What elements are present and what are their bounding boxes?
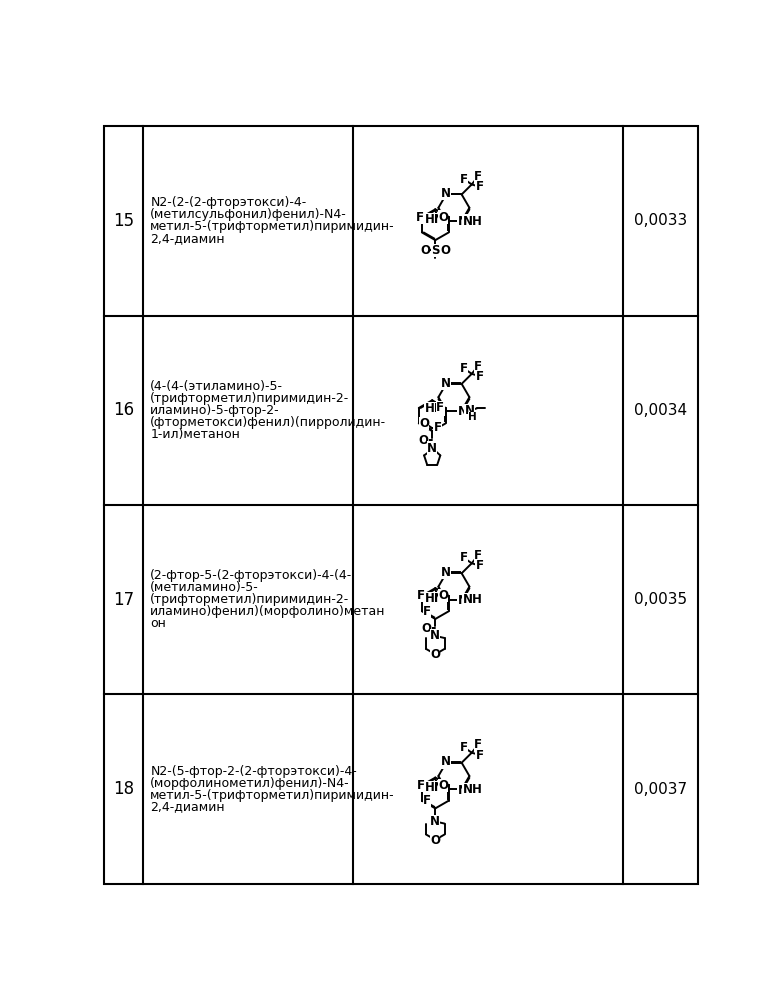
Text: 0,0035: 0,0035 <box>634 592 687 607</box>
Text: N: N <box>427 442 437 455</box>
Text: иламино)-5-фтор-2-: иламино)-5-фтор-2- <box>150 404 280 417</box>
Text: 16: 16 <box>113 401 134 419</box>
Text: 0,0033: 0,0033 <box>634 213 687 228</box>
Text: O: O <box>421 622 432 635</box>
Text: O: O <box>438 211 448 224</box>
Text: S: S <box>431 244 439 257</box>
Text: HN: HN <box>425 402 444 415</box>
Text: F: F <box>475 559 483 572</box>
Text: иламино)фенил)(морфолино)метан: иламино)фенил)(морфолино)метан <box>150 605 386 618</box>
Text: F: F <box>474 360 482 373</box>
Text: F: F <box>475 749 483 762</box>
Text: 15: 15 <box>113 212 134 230</box>
Text: O: O <box>420 244 430 257</box>
Text: F: F <box>475 370 483 383</box>
Text: F: F <box>475 180 483 193</box>
Text: (метиламино)-5-: (метиламино)-5- <box>150 581 259 594</box>
Text: F: F <box>423 794 432 807</box>
Text: N: N <box>457 784 468 797</box>
Text: N: N <box>430 815 440 828</box>
Text: HN: HN <box>425 213 444 226</box>
Text: F: F <box>433 421 441 434</box>
Text: F: F <box>460 741 468 754</box>
Text: 2,4-диамин: 2,4-диамин <box>150 232 225 245</box>
Text: он: он <box>150 617 166 630</box>
Text: NH: NH <box>463 783 482 796</box>
Text: (трифторметил)пиримидин-2-: (трифторметил)пиримидин-2- <box>150 392 350 405</box>
Text: N: N <box>440 187 450 200</box>
Text: HN: HN <box>425 592 444 605</box>
Text: (трифторметил)пиримидин-2-: (трифторметил)пиримидин-2- <box>150 593 350 606</box>
Text: (4-(4-(этиламино)-5-: (4-(4-(этиламино)-5- <box>150 380 283 393</box>
Text: F: F <box>474 549 482 562</box>
Text: N: N <box>457 594 468 607</box>
Text: F: F <box>460 173 468 186</box>
Text: N2-(5-фтор-2-(2-фторэтокси)-4-: N2-(5-фтор-2-(2-фторэтокси)-4- <box>150 765 357 778</box>
Text: (морфолинометил)фенил)-N4-: (морфолинометил)фенил)-N4- <box>150 777 350 790</box>
Text: O: O <box>440 244 450 257</box>
Text: (фторметокси)фенил)(пирролидин-: (фторметокси)фенил)(пирролидин- <box>150 416 386 429</box>
Text: N: N <box>440 377 450 390</box>
Text: HN: HN <box>425 781 444 794</box>
Text: 2,4-диамин: 2,4-диамин <box>150 801 225 814</box>
Text: NH: NH <box>463 593 482 606</box>
Text: N: N <box>465 404 475 417</box>
Text: метил-5-(трифторметил)пиримидин-: метил-5-(трифторметил)пиримидин- <box>150 789 395 802</box>
Text: 17: 17 <box>113 591 134 609</box>
Text: 18: 18 <box>113 780 134 798</box>
Text: F: F <box>436 401 444 414</box>
Text: метил-5-(трифторметил)пиримидин-: метил-5-(трифторметил)пиримидин- <box>150 220 395 233</box>
Text: F: F <box>460 362 468 375</box>
Text: F: F <box>418 589 425 602</box>
Text: F: F <box>460 551 468 564</box>
Text: F: F <box>416 211 424 224</box>
Text: O: O <box>430 834 440 847</box>
Text: NH: NH <box>463 215 482 228</box>
Text: N: N <box>457 405 468 418</box>
Text: N: N <box>430 629 440 642</box>
Text: N: N <box>457 215 468 228</box>
Text: 1-ил)метанон: 1-ил)метанон <box>150 428 240 441</box>
Text: F: F <box>423 605 432 618</box>
Text: O: O <box>418 434 429 447</box>
Text: O: O <box>430 648 440 661</box>
Text: O: O <box>438 779 448 792</box>
Text: H: H <box>468 412 477 422</box>
Text: (2-фтор-5-(2-фторэтокси)-4-(4-: (2-фтор-5-(2-фторэтокси)-4-(4- <box>150 569 353 582</box>
Text: F: F <box>474 738 482 751</box>
Text: 0,0034: 0,0034 <box>634 403 687 418</box>
Text: (метилсульфонил)фенил)-N4-: (метилсульфонил)фенил)-N4- <box>150 208 347 221</box>
Text: 0,0037: 0,0037 <box>634 782 687 797</box>
Text: O: O <box>438 589 448 602</box>
Text: O: O <box>419 417 429 430</box>
Text: N: N <box>440 566 450 579</box>
Text: N2-(2-(2-фторэтокси)-4-: N2-(2-(2-фторэтокси)-4- <box>150 196 307 209</box>
Text: F: F <box>474 170 482 183</box>
Text: N: N <box>440 755 450 768</box>
Text: F: F <box>418 779 425 792</box>
